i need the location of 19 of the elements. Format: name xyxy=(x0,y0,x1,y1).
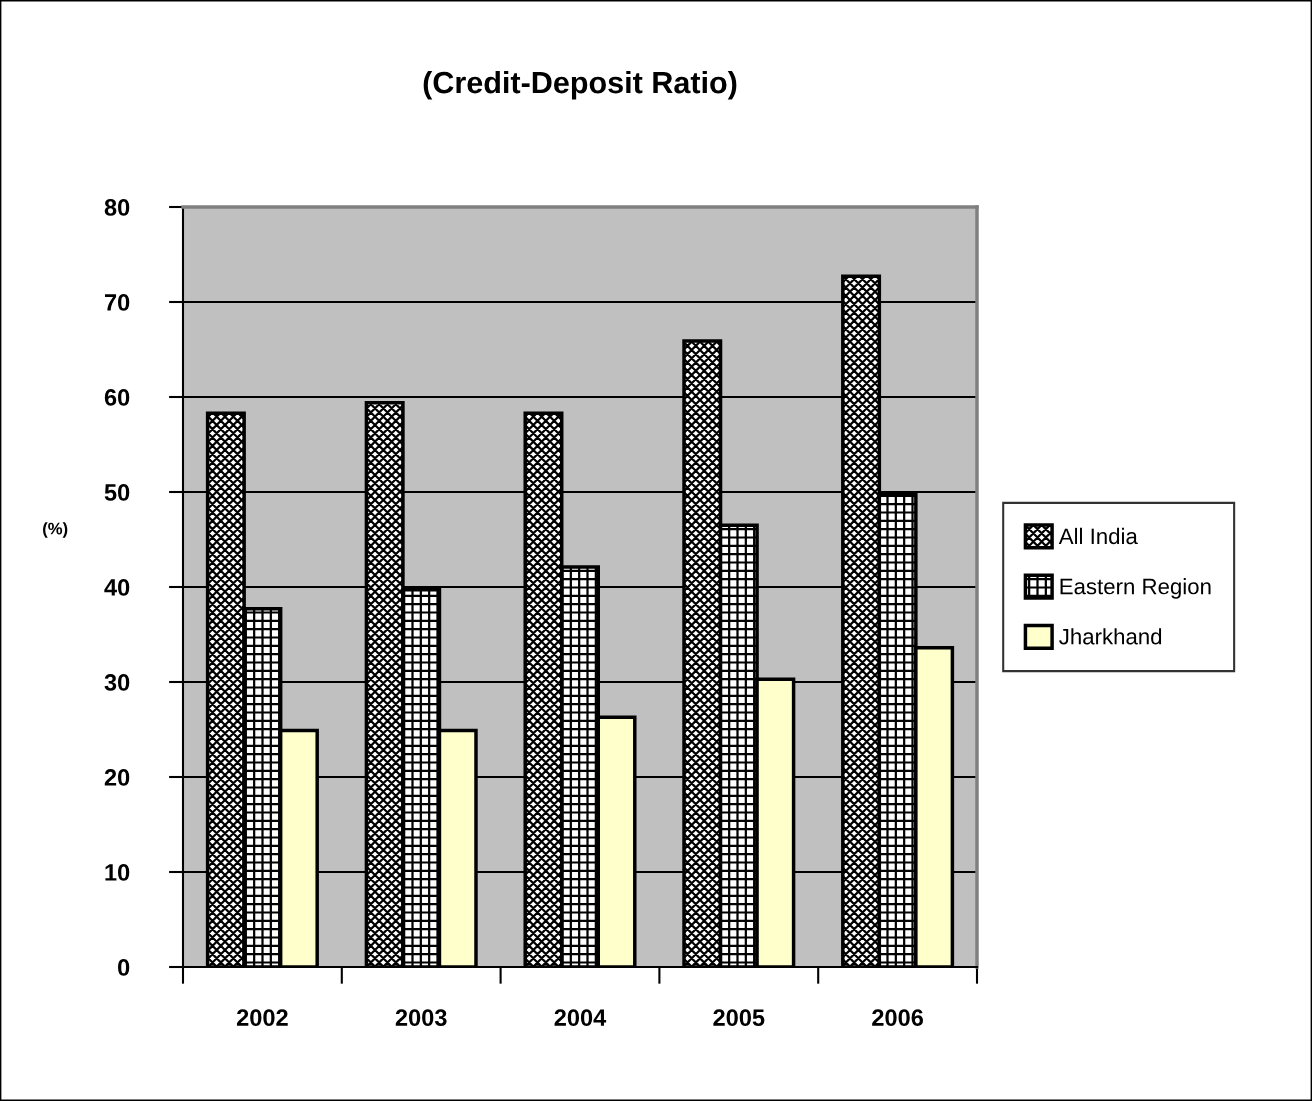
legend-label: Jharkhand xyxy=(1059,628,1162,645)
y-tick-label: 70 xyxy=(104,294,130,311)
legend-label: Eastern Region xyxy=(1060,578,1211,599)
legend-label: All India xyxy=(1058,527,1138,545)
y-tick-label: 50 xyxy=(104,484,130,501)
x-tick-label: 2004 xyxy=(554,1009,607,1027)
y-axis-title: (%) xyxy=(43,522,68,538)
y-tick-label: 80 xyxy=(104,199,130,216)
chart-title: (Credit-Deposit Ratio) xyxy=(423,70,737,100)
x-tick-label: 2006 xyxy=(872,1009,924,1027)
y-tick-label: 60 xyxy=(104,389,130,406)
x-tick-label: 2003 xyxy=(395,1009,447,1027)
x-tick-label: 2005 xyxy=(713,1009,765,1027)
y-tick-label: 0 xyxy=(118,959,130,976)
y-tick-label: 30 xyxy=(104,674,130,691)
y-tick-label: 20 xyxy=(104,769,130,786)
y-tick-label: 10 xyxy=(105,864,130,881)
x-tick-label: 2002 xyxy=(236,1009,288,1027)
y-tick-label: 40 xyxy=(104,579,130,596)
